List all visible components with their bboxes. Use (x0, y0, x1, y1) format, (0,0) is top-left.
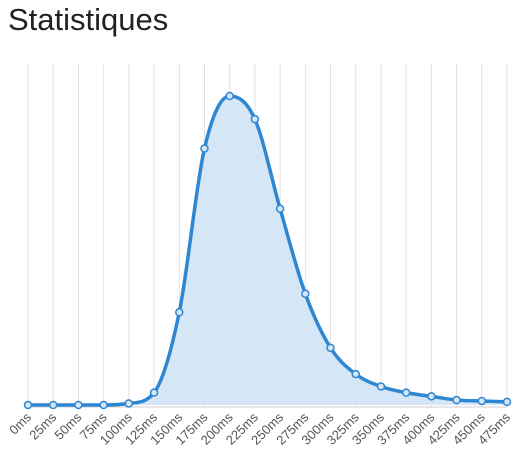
data-point-225ms (250, 114, 260, 124)
data-point-300ms (326, 343, 335, 353)
x-tick-label: 50ms (51, 409, 84, 442)
page-title: Statistiques (8, 2, 169, 37)
data-point-50ms (74, 400, 83, 410)
data-point-75ms (99, 400, 108, 410)
x-tick-label: 25ms (26, 409, 59, 442)
data-point-175ms (200, 144, 209, 153)
data-point-425ms (452, 395, 461, 405)
series-line (26, 94, 509, 407)
data-point-375ms (401, 388, 411, 397)
data-points (23, 91, 512, 410)
data-point-200ms (225, 91, 234, 101)
data-point-400ms (427, 392, 436, 401)
data-point-25ms (48, 400, 58, 410)
data-point-0ms (23, 400, 33, 410)
data-point-325ms (351, 369, 360, 379)
data-point-350ms (376, 382, 386, 391)
data-point-250ms (275, 204, 285, 214)
data-point-475ms (502, 397, 512, 407)
data-point-450ms (477, 396, 487, 406)
data-point-275ms (301, 289, 310, 299)
area-fill (28, 96, 507, 405)
x-tick-labels: 0ms25ms50ms75ms100ms125ms150ms175ms200ms… (6, 409, 513, 448)
data-point-150ms (175, 308, 184, 317)
data-point-125ms (149, 388, 159, 397)
data-point-100ms (124, 399, 134, 408)
